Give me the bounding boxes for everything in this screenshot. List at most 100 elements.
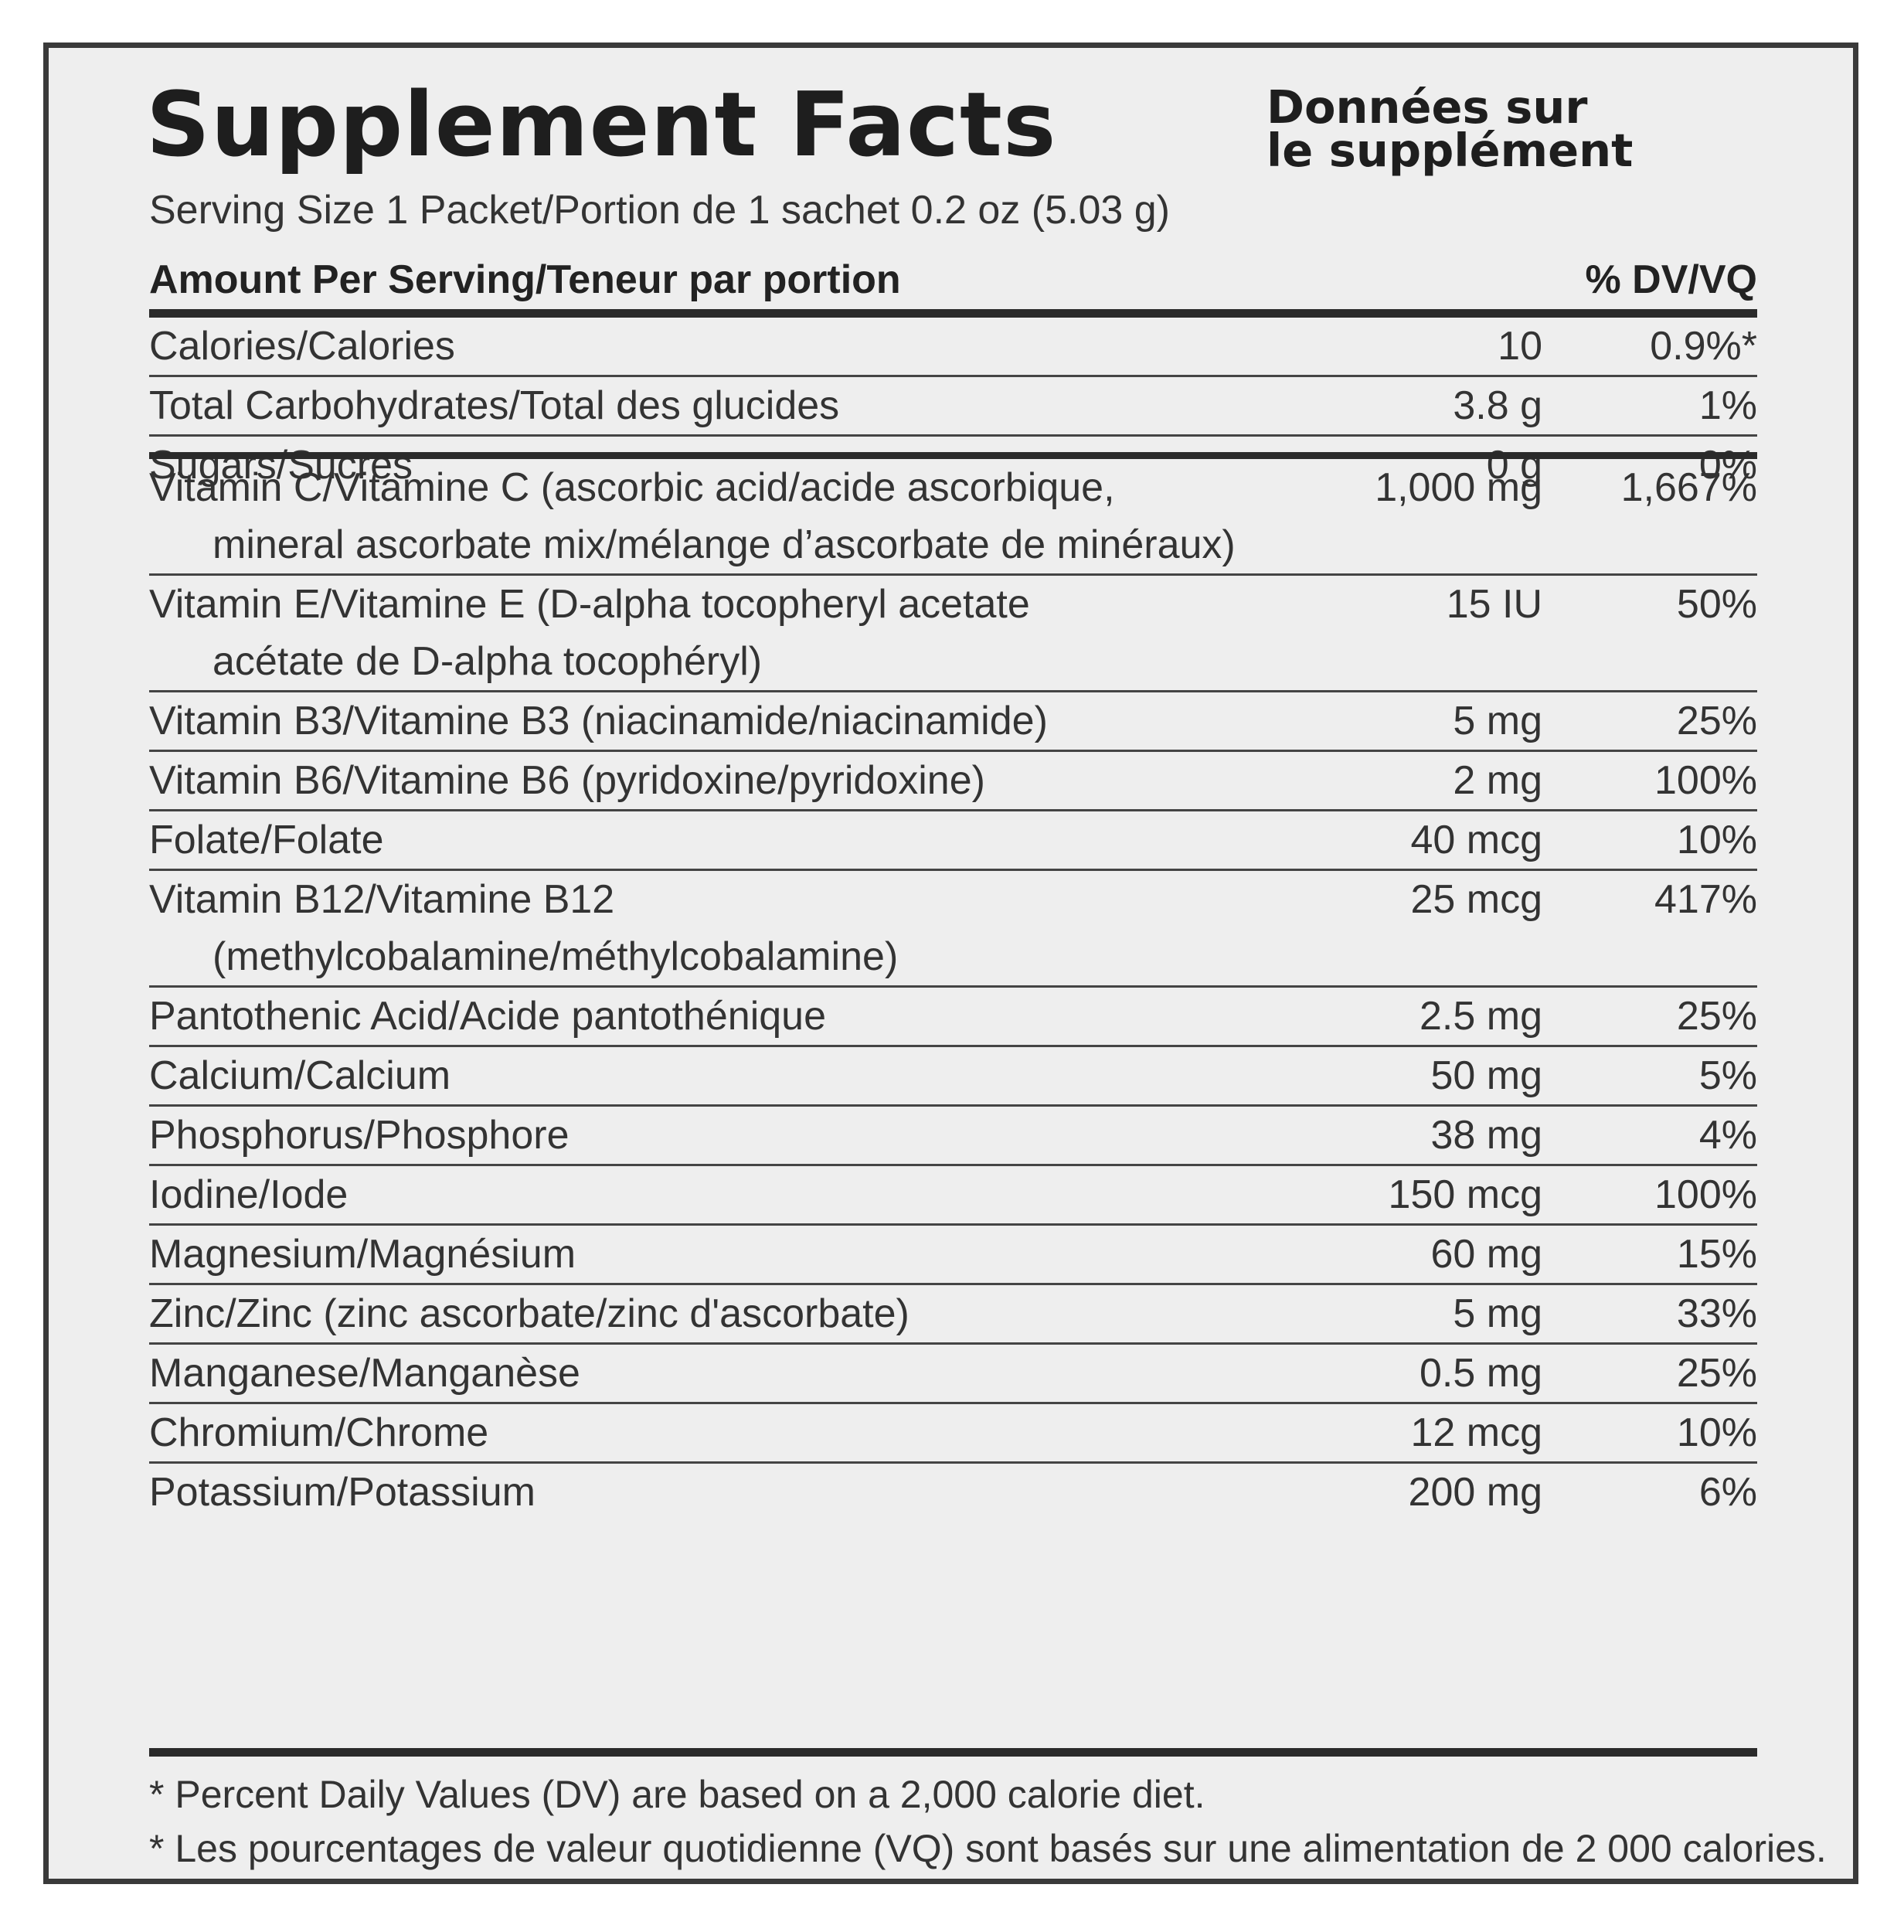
nutrient-name-main: Potassium/Potassium xyxy=(149,1470,536,1515)
nutrient-name-main: Vitamin C/Vitamine C (ascorbic acid/acid… xyxy=(149,465,1115,510)
nutrient-amount: 3.8 g xyxy=(1453,383,1542,428)
nutrient-name-main: Magnesium/Magnésium xyxy=(149,1232,576,1277)
nutrient-daily-value: 10% xyxy=(1676,1410,1757,1455)
middle-divider-bar xyxy=(149,452,1757,459)
nutrient-amount: 10 xyxy=(1498,324,1542,369)
nutrient-name: Vitamin B12/Vitamine B12 (methylcobalamin… xyxy=(149,871,1355,985)
amount-per-serving-label: Amount Per Serving/Teneur par portion xyxy=(149,257,901,302)
nutrient-name-main: Pantothenic Acid/Acide pantothénique xyxy=(149,994,827,1039)
title-french-line2: le supplément xyxy=(1266,124,1634,177)
nutrient-amount: 150 mcg xyxy=(1388,1172,1542,1217)
nutrient-daily-value: 33% xyxy=(1676,1291,1757,1336)
nutrient-row: Vitamin E/Vitamine E (D-alpha tocopheryl… xyxy=(149,576,1757,692)
amount-per-serving-header: Amount Per Serving/Teneur par portion % … xyxy=(149,253,1757,307)
nutrient-amount: 1,000 mg xyxy=(1375,465,1542,510)
title-french: Données sur le supplément xyxy=(1266,80,1634,177)
nutrient-daily-value: 1% xyxy=(1698,383,1757,428)
nutrient-daily-value: 100% xyxy=(1654,758,1757,803)
nutrient-name: Phosphorus/Phosphore xyxy=(149,1107,1355,1164)
nutrient-row: Phosphorus/Phosphore 38 mg 4% xyxy=(149,1107,1757,1166)
nutrient-name: Calories/Calories xyxy=(149,318,1355,375)
nutrient-row: Calories/Calories 10 0.9%* xyxy=(149,318,1757,377)
supplement-facts-panel: Supplement Facts Données sur le suppléme… xyxy=(43,43,1858,1884)
nutrient-name-main: Calcium/Calcium xyxy=(149,1053,451,1098)
nutrient-name: Vitamin E/Vitamine E (D-alpha tocopheryl… xyxy=(149,576,1355,690)
nutrient-daily-value: 417% xyxy=(1654,877,1757,922)
nutrient-daily-value: 6% xyxy=(1698,1470,1757,1515)
nutrient-amount: 15 IU xyxy=(1446,582,1542,627)
nutrient-amount: 2.5 mg xyxy=(1420,994,1542,1039)
nutrient-daily-value: 5% xyxy=(1698,1053,1757,1098)
label-content: Supplement Facts Données sur le suppléme… xyxy=(146,75,1827,1870)
nutrient-row: Iodine/Iode 150 mcg 100% xyxy=(149,1166,1757,1226)
nutrient-name: Potassium/Potassium xyxy=(149,1464,1355,1521)
nutrient-name-main: Manganese/Manganèse xyxy=(149,1351,580,1396)
nutrient-name-main: Chromium/Chrome xyxy=(149,1410,489,1455)
nutrient-daily-value: 10% xyxy=(1676,818,1757,862)
nutrient-name-main: Vitamin B6/Vitamine B6 (pyridoxine/pyrid… xyxy=(149,758,985,803)
nutrient-name: Iodine/Iode xyxy=(149,1166,1355,1223)
nutrient-row: Pantothenic Acid/Acide pantothénique 2.5 … xyxy=(149,988,1757,1047)
nutrient-name: Vitamin B6/Vitamine B6 (pyridoxine/pyrid… xyxy=(149,752,1355,809)
nutrient-name: Manganese/Manganèse xyxy=(149,1345,1355,1402)
nutrient-name: Sugars/Sucres xyxy=(149,437,1355,494)
nutrient-name: Vitamin C/Vitamine C (ascorbic acid/acid… xyxy=(149,459,1355,573)
footnotes: * Percent Daily Values (DV) are based on… xyxy=(149,1767,1827,1876)
nutrient-daily-value: 100% xyxy=(1654,1172,1757,1217)
nutrient-amount: 200 mg xyxy=(1408,1470,1542,1515)
nutrient-row: Folate/Folate 40 mcg 10% xyxy=(149,811,1757,871)
nutrient-amount: 0.5 mg xyxy=(1420,1351,1542,1396)
nutrient-rows: Vitamin C/Vitamine C (ascorbic acid/acid… xyxy=(149,459,1757,1521)
nutrient-daily-value: 1,667% xyxy=(1620,465,1757,510)
nutrient-amount: 40 mcg xyxy=(1410,818,1542,862)
nutrient-daily-value: 0.9%* xyxy=(1650,324,1757,369)
top-divider-bar xyxy=(149,309,1757,318)
nutrient-row: Vitamin B12/Vitamine B12 (methylcobalamin… xyxy=(149,871,1757,988)
nutrient-row: Zinc/Zinc (zinc ascorbate/zinc d'ascorba… xyxy=(149,1285,1757,1345)
nutrient-name-main: Vitamin E/Vitamine E (D-alpha tocopheryl… xyxy=(149,582,1030,627)
dv-column-header: % DV/VQ xyxy=(1585,257,1758,302)
nutrient-amount: 60 mg xyxy=(1430,1232,1542,1277)
nutrient-name: Zinc/Zinc (zinc ascorbate/zinc d'ascorba… xyxy=(149,1285,1355,1342)
nutrient-amount: 2 mg xyxy=(1453,758,1542,803)
nutrient-row: Sugars/Sucres 0 g 0% xyxy=(149,437,1757,494)
nutrient-name-detail: mineral ascorbate mix/mélange d’ascorbat… xyxy=(212,522,1236,567)
nutrient-row: Manganese/Manganèse 0.5 mg 25% xyxy=(149,1345,1757,1404)
nutrient-name-main: Calories/Calories xyxy=(149,324,455,369)
nutrient-name-main: Vitamin B12/Vitamine B12 xyxy=(149,877,615,922)
nutrient-row: Vitamin B6/Vitamine B6 (pyridoxine/pyrid… xyxy=(149,752,1757,811)
nutrient-amount: 38 mg xyxy=(1430,1113,1542,1158)
title-row: Supplement Facts Données sur le suppléme… xyxy=(146,75,1757,179)
nutrient-row: Chromium/Chrome 12 mcg 10% xyxy=(149,1404,1757,1464)
bottom-divider-bar xyxy=(149,1748,1757,1757)
nutrient-name: Pantothenic Acid/Acide pantothénique xyxy=(149,988,1355,1045)
nutrient-daily-value: 25% xyxy=(1676,699,1757,743)
nutrient-name: Chromium/Chrome xyxy=(149,1404,1355,1461)
title-french-line1: Données sur xyxy=(1266,80,1588,134)
nutrient-name-main: Phosphorus/Phosphore xyxy=(149,1113,570,1158)
nutrient-name: Folate/Folate xyxy=(149,811,1355,869)
nutrient-row: Vitamin C/Vitamine C (ascorbic acid/acid… xyxy=(149,459,1757,576)
nutrient-amount: 50 mg xyxy=(1430,1053,1542,1098)
nutrient-name: Calcium/Calcium xyxy=(149,1047,1355,1104)
nutrient-daily-value: 25% xyxy=(1676,1351,1757,1396)
nutrient-name-main: Zinc/Zinc (zinc ascorbate/zinc d'ascorba… xyxy=(149,1291,910,1336)
nutrient-amount: 25 mcg xyxy=(1410,877,1542,922)
nutrient-amount: 12 mcg xyxy=(1410,1410,1542,1455)
nutrient-name: Magnesium/Magnésium xyxy=(149,1226,1355,1283)
nutrient-name-main: Folate/Folate xyxy=(149,818,384,862)
serving-size: Serving Size 1 Packet/Portion de 1 sache… xyxy=(149,188,1170,233)
nutrient-name-detail: acétate de D-alpha tocophéryl) xyxy=(212,639,763,684)
nutrient-row: Vitamin B3/Vitamine B3 (niacinamide/niac… xyxy=(149,692,1757,752)
nutrient-amount: 0 g xyxy=(1486,443,1542,488)
nutrient-row: Potassium/Potassium 200 mg 6% xyxy=(149,1464,1757,1521)
nutrient-amount: 5 mg xyxy=(1453,1291,1542,1336)
nutrient-name-main: Total Carbohydrates/Total des glucides xyxy=(149,383,840,428)
nutrient-name-main: Iodine/Iode xyxy=(149,1172,348,1217)
nutrient-name: Vitamin B3/Vitamine B3 (niacinamide/niac… xyxy=(149,692,1355,750)
footnote-english: * Percent Daily Values (DV) are based on… xyxy=(149,1773,1205,1816)
nutrient-name-main: Vitamin B3/Vitamine B3 (niacinamide/niac… xyxy=(149,699,1048,743)
nutrient-amount: 5 mg xyxy=(1453,699,1542,743)
footnote-french: * Les pourcentages de valeur quotidienne… xyxy=(149,1827,1827,1870)
nutrient-daily-value: 25% xyxy=(1676,994,1757,1039)
